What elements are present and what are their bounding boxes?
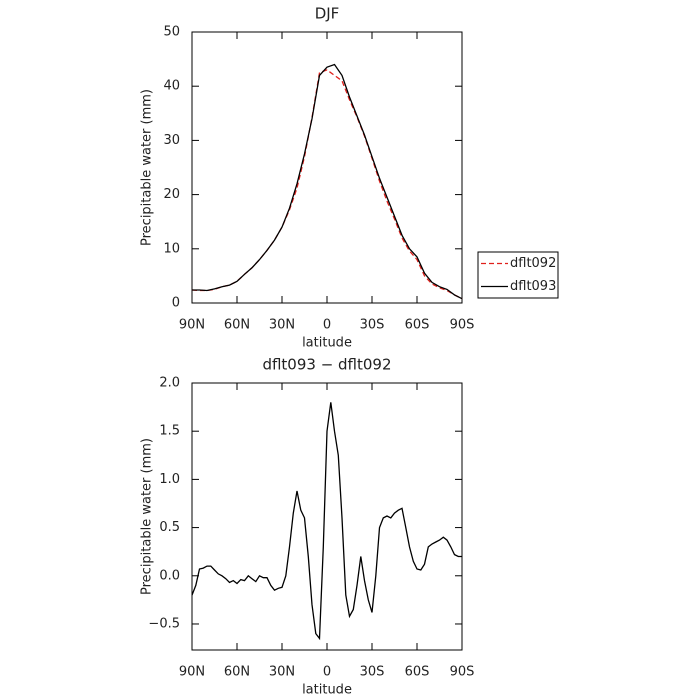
x-tick-label: 90N — [179, 318, 205, 333]
y-tick-label: −0.5 — [148, 616, 180, 631]
y-axis-label: Precipitable water (mm) — [140, 438, 155, 595]
x-tick-label: 30N — [269, 318, 295, 333]
x-tick-label: 30S — [360, 665, 385, 680]
plot-frame — [191, 31, 463, 304]
x-tick-label: 90S — [450, 665, 475, 680]
x-tick-label: 30S — [360, 318, 385, 333]
y-tick-label: 1.0 — [159, 472, 180, 487]
x-axis-label: latitude — [302, 336, 352, 351]
x-tick-label: 60S — [405, 318, 430, 333]
chart-title: DJF — [315, 5, 340, 23]
x-tick-label: 60N — [224, 665, 250, 680]
y-tick-label: 0.0 — [159, 568, 180, 583]
x-tick-label: 0 — [323, 318, 331, 333]
y-tick-label: 30 — [163, 133, 180, 148]
legend-box — [477, 251, 559, 299]
legend-label: dflt093 — [510, 279, 556, 294]
x-tick-label: 30N — [269, 665, 295, 680]
y-tick-label: 40 — [163, 79, 180, 94]
x-tick-label: 90N — [179, 665, 205, 680]
y-tick-label: 2.0 — [159, 376, 180, 391]
data-line — [191, 402, 462, 641]
x-tick-label: 60S — [405, 665, 430, 680]
chart-title: dflt093 − dflt092 — [262, 356, 391, 374]
y-axis-label: Precipitable water (mm) — [140, 89, 155, 246]
x-tick-label: 60N — [224, 318, 250, 333]
y-tick-label: 20 — [163, 187, 180, 202]
y-tick-label: 50 — [163, 25, 180, 40]
x-axis-label: latitude — [302, 683, 352, 698]
y-tick-label: 0.5 — [159, 520, 180, 535]
legend-label: dflt092 — [510, 256, 556, 271]
y-tick-label: 0 — [172, 296, 180, 311]
y-tick-label: 10 — [163, 241, 180, 256]
x-tick-label: 90S — [450, 318, 475, 333]
plot-frame — [191, 382, 463, 651]
data-line — [191, 69, 463, 300]
x-tick-label: 0 — [323, 665, 331, 680]
data-line — [192, 63, 463, 300]
y-tick-label: 1.5 — [159, 424, 180, 439]
